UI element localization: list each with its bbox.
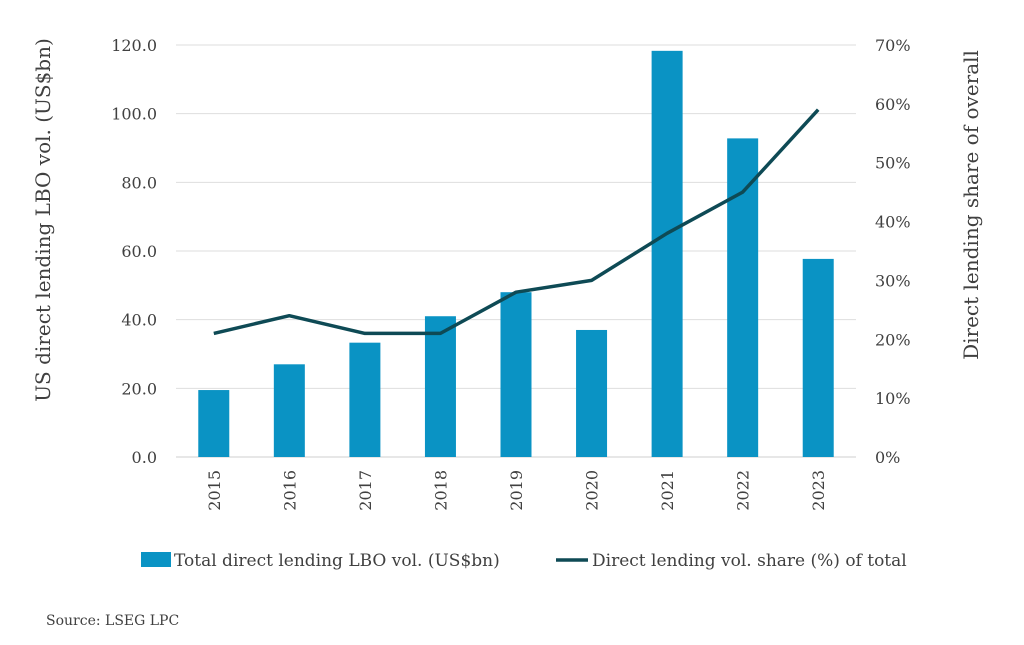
legend-bar-swatch	[141, 552, 171, 567]
bar	[576, 329, 608, 457]
right-axis-title: Direct lending share of overall	[959, 50, 983, 360]
y-tick-label: 80.0	[121, 173, 157, 192]
y-tick-label: 120.0	[111, 36, 157, 55]
bar	[802, 258, 834, 457]
x-axis-ticks: 2015 2016 2017 2018 2019 2020 2021 2022 2023	[205, 470, 828, 511]
bar	[273, 364, 305, 457]
x-tick-label: 2016	[280, 470, 299, 511]
y2-tick-label: 60%	[875, 95, 911, 114]
y-tick-label: 0.0	[132, 448, 157, 467]
bar	[349, 342, 381, 457]
y-tick-label: 60.0	[121, 242, 157, 261]
x-tick-label: 2015	[205, 470, 224, 511]
y2-tick-label: 10%	[875, 389, 911, 408]
x-tick-label: 2021	[658, 470, 677, 511]
y2-tick-label: 70%	[875, 36, 911, 55]
y-tick-label: 20.0	[121, 379, 157, 398]
x-tick-label: 2022	[734, 470, 753, 511]
left-axis-ticks: 0.0 20.0 40.0 60.0 80.0 100.0 120.0	[111, 36, 157, 467]
y2-tick-label: 0%	[875, 448, 900, 467]
y2-tick-label: 20%	[875, 330, 911, 349]
bar	[424, 316, 456, 457]
x-tick-label: 2019	[507, 470, 526, 511]
y2-tick-label: 30%	[875, 271, 911, 290]
x-tick-label: 2018	[431, 470, 450, 511]
legend-bar-label: Total direct lending LBO vol. (US$bn)	[174, 551, 500, 571]
source-note: Source: LSEG LPC	[46, 613, 180, 629]
x-tick-label: 2020	[583, 470, 602, 511]
y2-tick-label: 50%	[875, 154, 911, 173]
bar	[727, 138, 759, 458]
y-tick-label: 100.0	[111, 105, 157, 124]
x-tick-label: 2023	[809, 470, 828, 511]
right-axis-ticks: 0% 10% 20% 30% 40% 50% 60% 70%	[875, 36, 911, 467]
line-series	[213, 108, 820, 336]
bar	[651, 50, 683, 457]
legend-line-label: Direct lending vol. share (%) of total	[592, 551, 907, 571]
y2-tick-label: 40%	[875, 213, 911, 232]
left-axis-title: US direct lending LBO vol. (US$bn)	[31, 38, 55, 402]
bar	[500, 292, 532, 457]
bar	[198, 390, 230, 457]
bar-series	[198, 50, 834, 458]
legend: Total direct lending LBO vol. (US$bn) Di…	[141, 551, 907, 571]
x-tick-label: 2017	[356, 470, 375, 511]
y-tick-label: 40.0	[121, 311, 157, 330]
